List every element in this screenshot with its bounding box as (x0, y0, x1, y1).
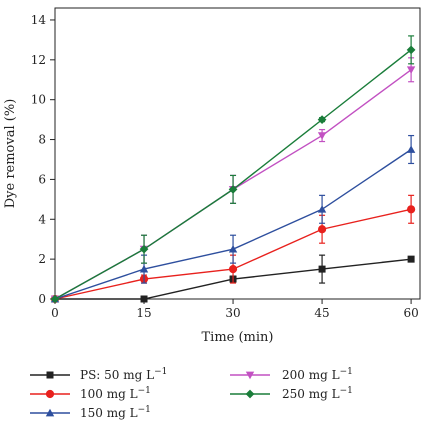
legend-label: 250 mg L−1 (282, 386, 353, 401)
legend-label-superscript: −1 (138, 386, 151, 396)
y-tick-label: 12 (31, 53, 46, 67)
y-tick-label: 8 (38, 133, 46, 147)
x-tick-label: 15 (136, 306, 151, 320)
y-tick-label: 2 (38, 252, 46, 266)
legend-label-main: 200 mg L (282, 368, 340, 382)
x-tick-label: 0 (51, 306, 59, 320)
legend-label-superscript: −1 (154, 367, 167, 377)
legend-label: PS: 50 mg L−1 (80, 367, 167, 382)
y-axis-title: Dye removal (%) (3, 99, 18, 209)
series-5 (50, 35, 416, 304)
data-point (317, 115, 327, 124)
legend-marker (245, 371, 255, 380)
data-point (228, 185, 238, 194)
x-tick-label: 60 (403, 306, 418, 320)
legend-label-superscript: −1 (340, 386, 353, 396)
legend-label: 150 mg L−1 (80, 405, 151, 420)
legend-item-2: 100 mg L−1 (30, 386, 151, 401)
legend-label-main: 250 mg L (282, 387, 340, 401)
data-point (318, 265, 326, 273)
y-tick-label: 0 (38, 292, 46, 306)
plot-area: 0 15 30 45 60 0 2 4 6 8 10 12 14 (31, 7, 421, 320)
legend-label-superscript: −1 (138, 405, 151, 415)
y-tick-label: 10 (31, 93, 46, 107)
legend-marker (45, 408, 55, 417)
legend-item-3: 150 mg L−1 (30, 405, 151, 420)
data-point (139, 244, 149, 254)
data-point (406, 145, 416, 153)
data-point (317, 205, 327, 213)
legend-marker (45, 389, 55, 399)
legend-marker (245, 389, 255, 399)
x-axis-title: Time (min) (202, 330, 274, 345)
legend-label-superscript: −1 (340, 367, 353, 377)
plot-frame (54, 7, 421, 300)
x-tick-label: 45 (314, 306, 329, 320)
data-point (140, 295, 148, 303)
data-point (228, 244, 238, 253)
data-point (228, 265, 238, 274)
legend-label-main: PS: 50 mg L (80, 368, 154, 382)
data-point (317, 225, 327, 234)
legend-label: 200 mg L−1 (282, 367, 353, 382)
legend-item-1: PS: 50 mg L−1 (30, 367, 167, 382)
data-point (406, 66, 416, 74)
data-point (406, 45, 416, 55)
legend-label: 100 mg L−1 (80, 386, 151, 401)
legend-item-5: 250 mg L−1 (230, 386, 353, 401)
data-point (406, 205, 416, 214)
y-tick-label: 6 (38, 172, 46, 186)
y-tick-label: 4 (38, 212, 46, 226)
data-point (50, 294, 60, 304)
data-point (407, 255, 415, 263)
legend-item-4: 200 mg L−1 (230, 367, 353, 382)
legend-label-main: 100 mg L (80, 387, 138, 401)
x-tick-label: 30 (225, 306, 240, 320)
legend-marker (46, 371, 54, 379)
data-point (139, 264, 149, 273)
data-point (317, 132, 327, 140)
legend-label-main: 150 mg L (80, 406, 138, 420)
y-tick-label: 14 (31, 13, 47, 27)
